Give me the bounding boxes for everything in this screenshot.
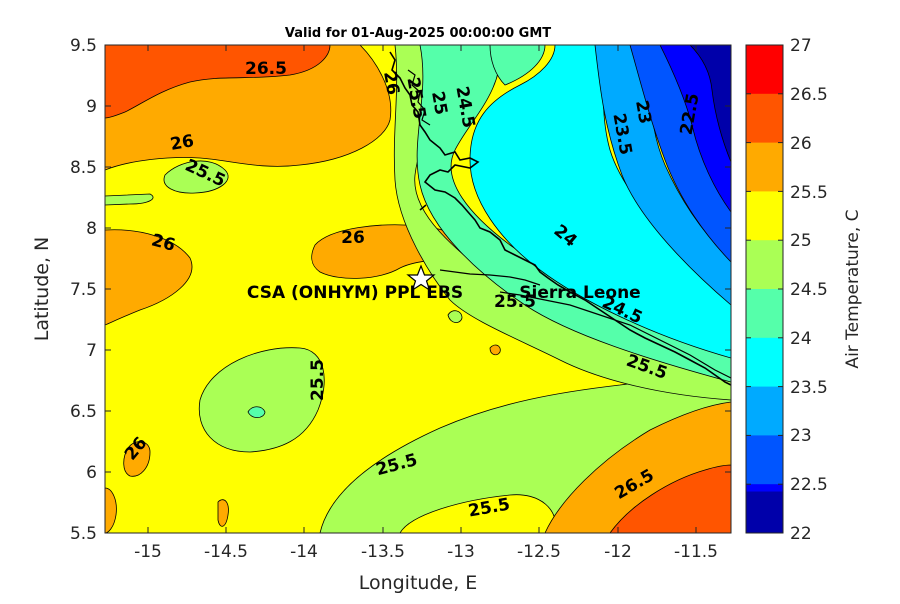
field-green-edge xyxy=(105,193,154,206)
country-label: Sierra Leone xyxy=(519,283,640,303)
x-axis: -15 -14.5 -14 -13.5 -13 -12.5 -12 -11.5 … xyxy=(134,45,718,594)
contour-label: 23 xyxy=(631,99,655,126)
coastline xyxy=(389,51,731,386)
colorbar-swatch xyxy=(746,386,783,436)
temperature-field xyxy=(105,45,731,533)
y-tick-label: 6.5 xyxy=(70,402,97,422)
colorbar-swatch xyxy=(746,435,783,485)
site-star-icon xyxy=(406,264,436,292)
contour-label: 26 xyxy=(169,131,196,155)
y-tick-label: 9.5 xyxy=(70,36,97,56)
field-red-se xyxy=(609,464,731,533)
x-tick-label: -15 xyxy=(134,542,162,562)
colorbar-swatch xyxy=(746,142,783,192)
contour-label: 26 xyxy=(379,70,403,97)
contour-label: 25.5 xyxy=(494,292,536,312)
colorbar-label: Air Temperature, C xyxy=(843,209,863,368)
y-axis-label: Latitude, N xyxy=(31,237,53,342)
field-cyan xyxy=(455,45,731,359)
y-tick-label: 8 xyxy=(86,219,97,239)
colorbar-swatch xyxy=(746,240,783,290)
chart-title: Valid for 01-Aug-2025 00:00:00 GMT xyxy=(285,26,551,41)
field-green-islet xyxy=(447,310,463,323)
field-green-coast xyxy=(393,45,731,401)
colorbar-tick-label: 22 xyxy=(790,524,812,544)
colorbar-tick-label: 25 xyxy=(790,231,812,251)
field-orange-spot-a xyxy=(123,441,151,477)
coastline-islet xyxy=(419,204,427,211)
x-tick-label: -14.5 xyxy=(204,542,248,562)
site-label: CSA (ONHYM) PPL EBS xyxy=(247,283,463,303)
colorbar-tick-label: 24.5 xyxy=(790,280,828,300)
field-teal-top xyxy=(489,45,546,86)
x-tick-label: -13 xyxy=(447,542,475,562)
y-tick-label: 6 xyxy=(86,463,97,483)
contour-label: 25.5 xyxy=(308,359,328,401)
coastline-inlet xyxy=(407,69,431,126)
contour-label: 26.5 xyxy=(245,59,287,79)
colorbar-tick-label: 23 xyxy=(790,426,812,446)
field-teal-dot xyxy=(247,406,266,419)
x-tick-label: -13.5 xyxy=(361,542,405,562)
x-tick-label: -14 xyxy=(290,542,318,562)
field-green-west xyxy=(163,160,229,194)
colorbar-tick-label: 24 xyxy=(790,329,812,349)
contour-label: 25 xyxy=(427,90,451,117)
y-tick-label: 8.5 xyxy=(70,158,97,178)
coastline-peninsula xyxy=(439,269,541,286)
y-tick-label: 9 xyxy=(86,97,97,117)
colorbar-swatch xyxy=(746,337,783,388)
field-navy xyxy=(689,45,731,163)
x-tick-label: -11.5 xyxy=(674,542,718,562)
coastline-south xyxy=(499,291,731,379)
y-tick-label: 7 xyxy=(86,341,97,361)
field-red-nw xyxy=(105,45,331,119)
contour-label: 26 xyxy=(341,228,365,248)
field-orange-west xyxy=(105,229,193,326)
x-tick-label: -12.5 xyxy=(517,542,561,562)
x-tick-label: -12 xyxy=(604,542,632,562)
y-tick-label: 7.5 xyxy=(70,280,97,300)
colorbar-tick-label: 26.5 xyxy=(790,85,828,105)
field-orange-spot-d xyxy=(217,499,229,527)
colorbar-tick-label: 26 xyxy=(790,134,812,154)
colorbar-tick-label: 23.5 xyxy=(790,378,828,398)
colorbar: 27 26.5 26 25.5 25 24.5 24 23.5 23 22.5 … xyxy=(745,36,863,544)
x-axis-label: Longitude, E xyxy=(359,572,478,594)
colorbar-tick-label: 22.5 xyxy=(790,475,828,495)
colorbar-swatch xyxy=(746,93,783,144)
colorbar-swatch xyxy=(746,289,783,339)
colorbar-swatch xyxy=(746,45,783,95)
y-axis: 9.5 9 8.5 8 7.5 7 6.5 6 5.5 Latitude, N xyxy=(31,36,731,544)
colorbar-swatch xyxy=(746,191,783,241)
y-tick-label: 5.5 xyxy=(70,524,97,544)
field-green-sw xyxy=(198,347,325,453)
colorbar-tick-label: 25.5 xyxy=(790,183,828,203)
field-orange-spot-c xyxy=(105,487,117,533)
colorbar-swatch xyxy=(746,491,783,533)
field-orange-spot-b xyxy=(489,344,501,356)
colorbar-tick-label: 27 xyxy=(790,36,812,56)
